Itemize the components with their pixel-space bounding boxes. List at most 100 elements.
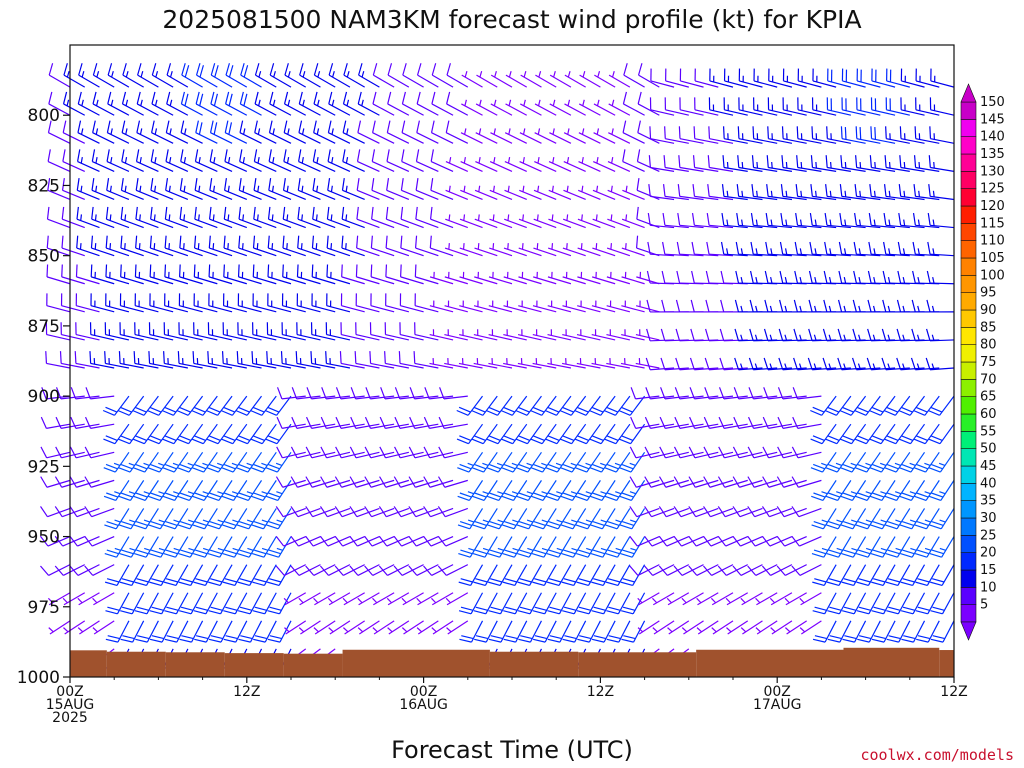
wind-barb [516,508,542,530]
wind-barb [704,387,734,400]
wind-barb [549,99,572,116]
wind-barb [327,592,351,606]
wind-barb [76,235,100,257]
wind-barb [400,178,424,201]
wind-barb [120,206,144,229]
wind-barb [867,270,896,285]
wind-barb [606,243,631,257]
wind-barb [446,63,469,88]
colorbar-label: 130 [980,164,1005,179]
wind-barb [867,299,896,313]
wind-barb [121,149,144,172]
wind-barb [517,564,542,587]
wind-barb [871,68,896,88]
wind-barb [794,270,822,285]
wind-barb [385,264,410,285]
wind-barb [90,293,115,313]
wind-barb [310,351,336,369]
wind-barb [694,97,719,116]
y-tick-label: 950 [28,528,60,548]
wind-barb [605,508,631,530]
wind-barb [461,71,483,88]
wind-barb [206,423,233,445]
wind-barb [165,178,189,201]
wind-barb [519,128,542,144]
wind-barb [473,329,498,341]
colorbar-label: 45 [980,459,997,474]
wind-barb [675,357,704,371]
wind-barb [445,185,469,201]
wind-barb [444,271,468,285]
wind-barb [851,357,881,371]
wind-barb [621,214,645,229]
wind-barb [533,271,557,285]
wind-barb [267,293,292,313]
wind-barb [560,508,587,530]
wind-barb [162,451,189,473]
wind-barb [253,149,277,172]
wind-barb [885,508,911,530]
wind-barb [269,63,292,88]
wind-barb [649,97,675,116]
colorbar-swatch [960,448,977,467]
wind-barb [912,270,940,285]
wind-barb [166,63,189,88]
wind-barb [414,322,439,341]
wind-barb [530,395,557,416]
wind-barb [532,564,557,587]
wind-barb [445,120,469,144]
wind-barb [549,128,572,144]
wind-barb [90,264,115,285]
wind-barb [328,63,351,88]
wind-barb [662,184,689,201]
wind-barb [89,351,115,369]
wind-barb [372,91,395,116]
wind-barb [370,235,395,257]
wind-barb [534,128,557,144]
wind-barb [54,476,85,488]
wind-barb [193,235,218,257]
wind-barb [725,592,749,606]
wind-barb [560,480,587,501]
wind-barb [275,476,306,488]
wind-barb [268,178,292,201]
wind-barb [503,358,527,369]
wind-barb [414,264,439,285]
wind-barb [621,329,645,341]
wind-barb [896,357,925,371]
wind-barb [409,416,439,429]
wind-barb [503,620,528,643]
wind-barb [60,293,85,313]
wind-barb [297,178,321,201]
wind-barb [673,476,704,488]
wind-barb [562,592,587,615]
wind-barb [649,126,675,144]
wind-barb [753,68,778,88]
wind-barb [180,120,203,144]
wind-barb [913,184,940,201]
colorbar-label: 120 [980,199,1005,214]
wind-barb [562,271,586,285]
surface-segment [106,651,166,677]
wind-barb [240,63,262,88]
colorbar-label: 110 [980,234,1005,249]
wind-barb [416,592,439,606]
wind-barb [516,480,542,501]
wind-barb [841,97,866,116]
wind-barb [460,185,483,201]
wind-barb [132,423,159,445]
wind-barb [459,214,483,229]
wind-barb [298,91,321,116]
wind-barb [488,271,513,285]
wind-barb [914,480,940,501]
wind-barb [267,592,292,615]
wind-barb [103,480,130,501]
wind-barb [930,68,955,88]
colorbar-swatch [960,483,977,501]
wind-barb [899,508,926,530]
wind-barb [635,358,660,369]
wind-barb [92,91,115,116]
wind-barb [853,241,881,257]
wind-barb [854,423,881,445]
